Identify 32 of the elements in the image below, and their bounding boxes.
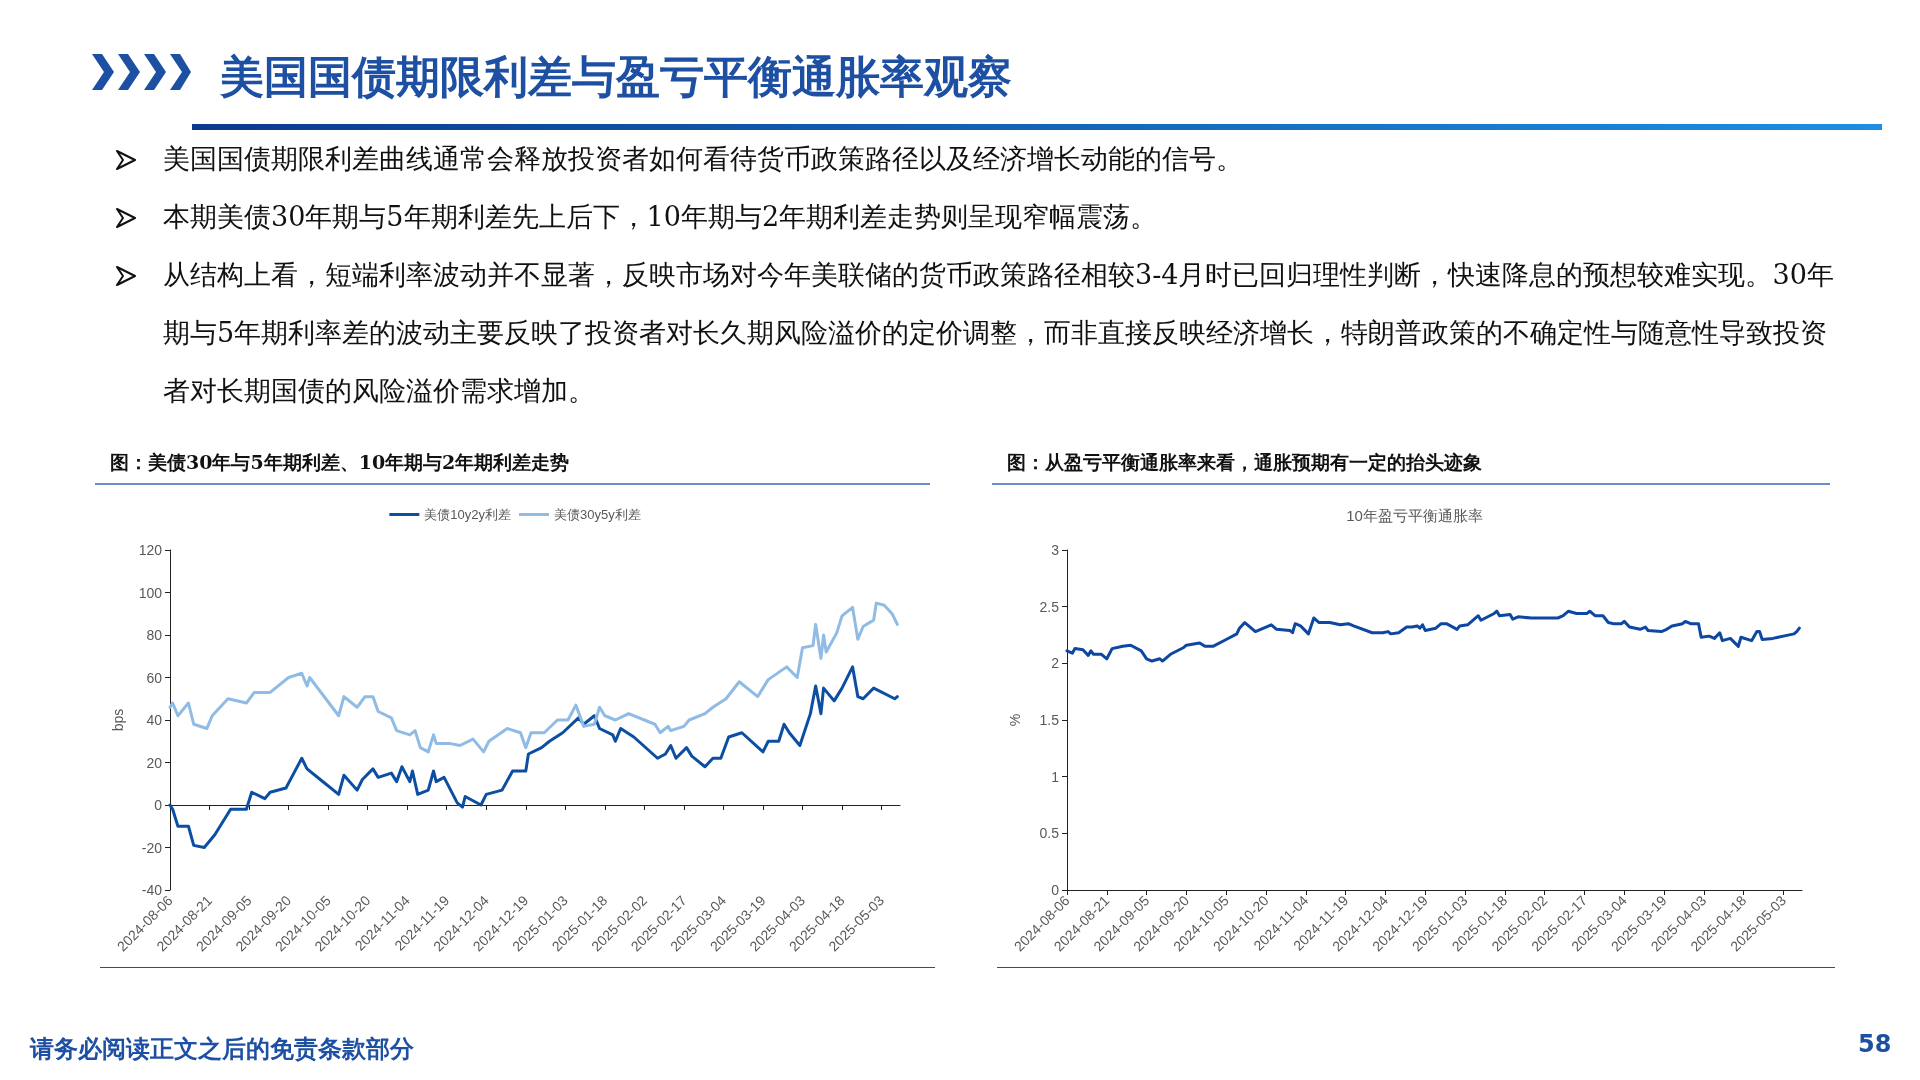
y-tick-label: 1 xyxy=(1051,768,1060,785)
text: 58 xyxy=(1858,1030,1892,1058)
y-tick-label: 3 xyxy=(1051,542,1060,558)
y-tick-label: 120 xyxy=(138,542,163,558)
y-tick-label: 40 xyxy=(146,712,163,728)
y-tick-label: 0 xyxy=(154,797,163,813)
text: 本期美债30年期与5年期利差先上后下，10年期与2年期利差走势则呈现窄幅震荡。 xyxy=(162,200,1159,234)
text: 美国国债期限利差曲线通常会释放投资者如何看待货币政策路径以及经济增长动能的信号。 xyxy=(162,142,1244,176)
text: 请务必阅读正文之后的免责条款部分 xyxy=(30,1033,414,1065)
chart-subtitle: 10年盈亏平衡通胀率 xyxy=(1346,507,1483,524)
y-tick-label: 100 xyxy=(138,584,163,601)
line-series xyxy=(168,601,899,754)
y-tick-label: -40 xyxy=(141,882,163,898)
y-axis-title: bps xyxy=(110,708,126,732)
y-tick-label: 2 xyxy=(1051,655,1060,672)
y-tick-label: 2.5 xyxy=(1039,598,1060,615)
y-tick-label: 0.5 xyxy=(1039,825,1060,842)
text: 从结构上看，短端利率波动并不显著，反映市场对今年美联储的货币政策路径相较3-4月时已回归理性判断，快速降息的预想较难实现。30年期与5年期利率差的波动主要反映了投资者对长久期风险溢价的定价调整，而非直接反映经济增长，特朗普政策的不确定性与随意性导致投资者对长期国债的风险溢价需求增加。 xyxy=(162,258,1835,408)
y-tick-label: 80 xyxy=(146,627,163,643)
line-series xyxy=(168,665,899,849)
chart-title: 图：从盈亏平衡通胀率来看，通胀预期有一定的抬头迹象 xyxy=(1007,450,1482,475)
y-axis-title: % xyxy=(1007,713,1023,727)
line-series xyxy=(1065,609,1801,663)
legend-label: 美债30y5y利差 xyxy=(554,507,641,522)
y-tick-label: 0 xyxy=(1051,882,1060,898)
chart-title: 图：美债30年与5年期利差、10年期与2年期利差走势 xyxy=(110,450,570,475)
y-tick-label: -20 xyxy=(141,839,163,856)
y-tick-label: 20 xyxy=(146,754,163,771)
legend-label: 美债10y2y利差 xyxy=(424,507,512,522)
y-tick-label: 60 xyxy=(146,669,163,686)
y-tick-label: 1.5 xyxy=(1039,712,1060,728)
text: 美国国债期限利差与盈亏平衡通胀率观察 xyxy=(220,50,1012,104)
